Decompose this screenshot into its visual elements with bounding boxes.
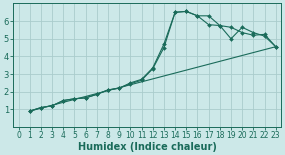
X-axis label: Humidex (Indice chaleur): Humidex (Indice chaleur): [78, 142, 217, 152]
